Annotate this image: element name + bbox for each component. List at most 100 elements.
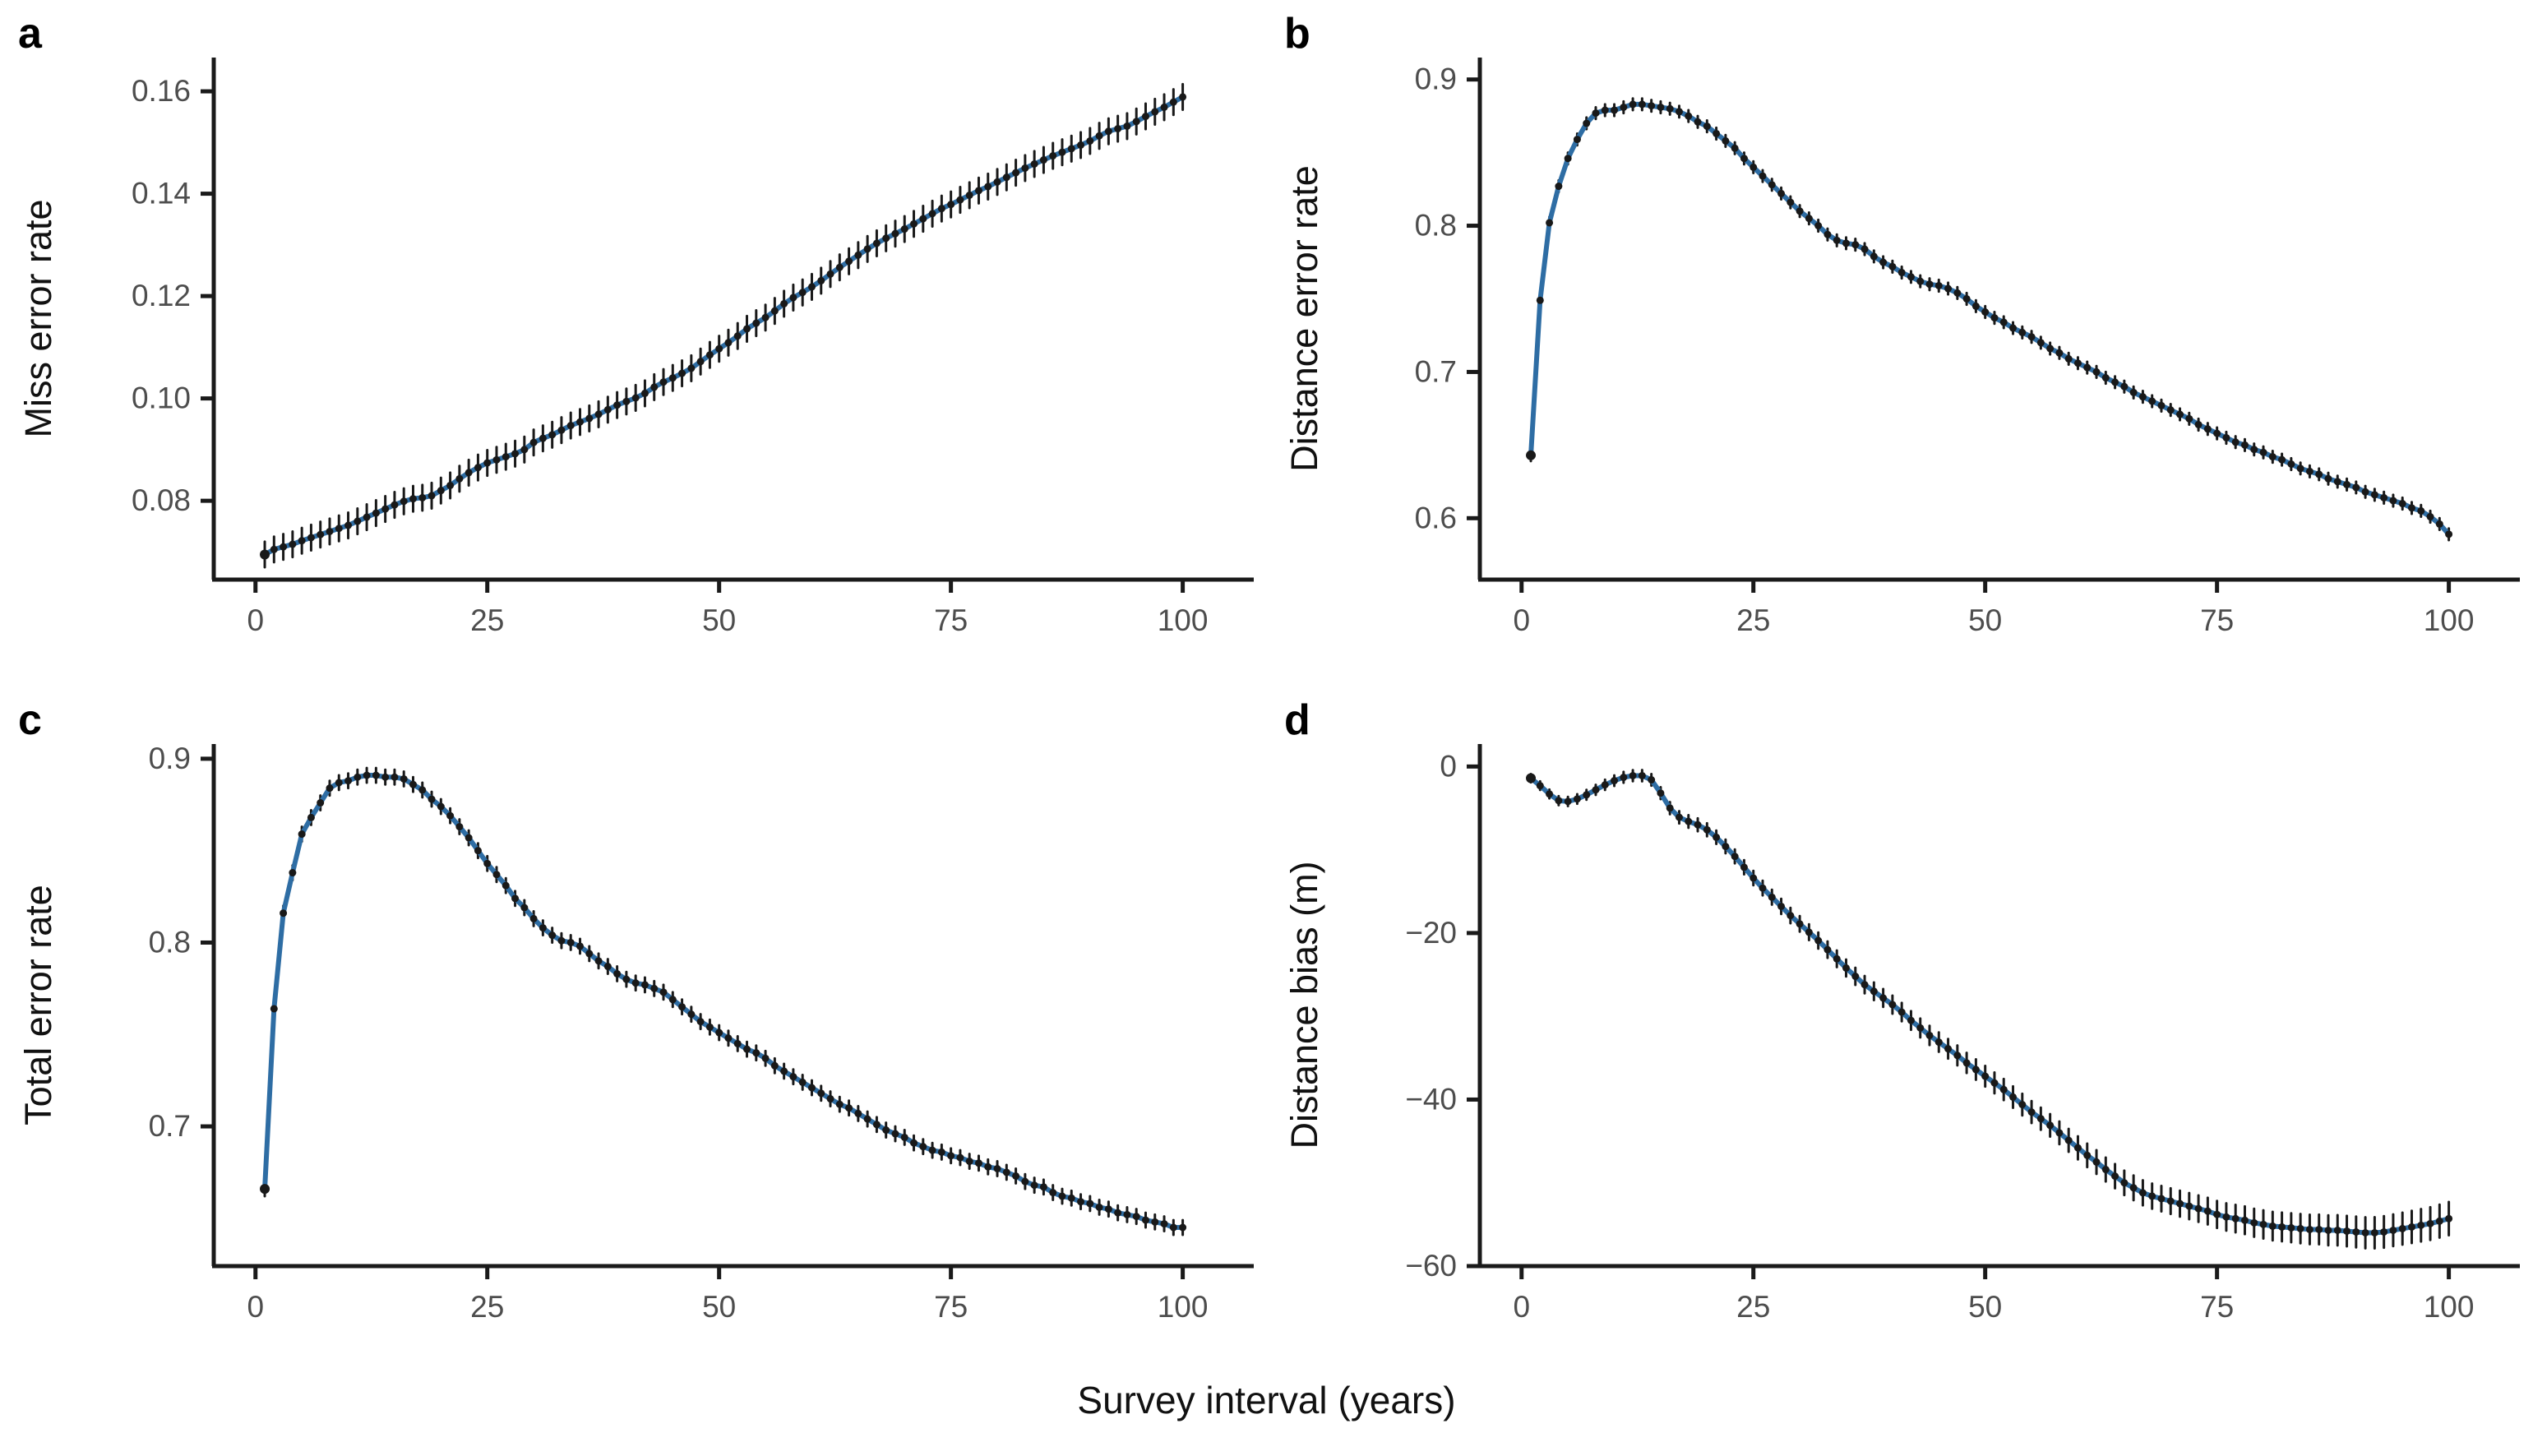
data-point — [2018, 328, 2027, 336]
data-point — [956, 1153, 964, 1162]
data-point — [2398, 500, 2406, 508]
data-point — [807, 283, 816, 291]
data-point — [2250, 1218, 2258, 1227]
data-points — [1526, 100, 2453, 538]
data-point — [2305, 1225, 2313, 1233]
data-point — [2064, 1136, 2073, 1144]
data-point — [1657, 789, 1665, 797]
x-tick-label: 100 — [1158, 1290, 1209, 1324]
data-point — [1870, 987, 1878, 996]
data-point — [298, 830, 306, 839]
data-point — [1944, 284, 1953, 293]
data-point — [260, 549, 270, 560]
data-point — [1888, 1001, 1897, 1009]
data-point — [1564, 155, 1572, 163]
data-point — [687, 364, 696, 372]
data-point — [326, 784, 334, 793]
data-point — [919, 1143, 927, 1151]
data-point — [1953, 1052, 1962, 1060]
y-tick-label: 0.6 — [1415, 501, 1457, 534]
data-point — [381, 773, 390, 781]
x-tick-label: 25 — [470, 603, 504, 637]
panel-d-distance-bias: 0 −20 −40 −60 0 25 50 75 100 Distance bias (m) d — [1266, 686, 2533, 1373]
data-point — [2222, 1213, 2230, 1221]
data-point — [882, 234, 890, 243]
data-point — [2073, 1144, 2082, 1152]
data-point — [1777, 902, 1786, 910]
data-point — [418, 493, 427, 502]
x-tick-label: 100 — [1158, 603, 1209, 637]
data-point — [1842, 964, 1851, 972]
data-point — [409, 780, 417, 788]
data-point — [2083, 1151, 2092, 1159]
y-axis-label: Distance error rate — [1283, 165, 1325, 472]
data-point — [2417, 506, 2425, 515]
data-point — [400, 774, 408, 783]
data-point — [446, 481, 455, 489]
data-point — [1546, 790, 1554, 798]
data-point — [1971, 1065, 1980, 1074]
data-point — [947, 201, 955, 209]
data-point — [2407, 504, 2415, 512]
data-point — [1123, 122, 1131, 130]
data-point — [1685, 112, 1693, 120]
data-point — [1805, 928, 1813, 936]
data-point — [270, 1005, 278, 1013]
data-point — [1601, 781, 1609, 789]
data-point — [2166, 1197, 2175, 1205]
data-point — [289, 869, 297, 877]
y-tick-label: 0.08 — [132, 483, 191, 517]
data-point — [2296, 1224, 2304, 1232]
data-point — [863, 1115, 871, 1123]
data-point — [428, 795, 436, 803]
data-point — [965, 1158, 973, 1166]
data-point — [1897, 1008, 1906, 1016]
data-point — [1104, 127, 1112, 136]
data-point — [659, 378, 668, 386]
data-point — [1944, 1045, 1953, 1053]
data-point — [1833, 954, 1841, 963]
data-point — [2445, 530, 2453, 538]
data-point — [1787, 198, 1795, 206]
data-point — [2278, 1223, 2286, 1231]
data-point — [789, 294, 797, 302]
x-tick-label: 75 — [934, 1290, 968, 1324]
data-point — [1114, 1209, 1122, 1217]
data-point — [1694, 820, 1702, 829]
data-point — [993, 1164, 1001, 1172]
data-point — [2287, 460, 2295, 468]
data-point — [2370, 1228, 2378, 1236]
data-point — [1750, 874, 1758, 882]
data-point — [2111, 378, 2119, 386]
data-point — [2046, 344, 2055, 353]
data-point — [1713, 833, 1721, 841]
data-point — [381, 505, 390, 513]
data-point — [474, 464, 482, 472]
data-point — [603, 963, 612, 971]
data-point — [1638, 771, 1646, 779]
data-point — [2380, 1227, 2388, 1236]
data-point — [492, 871, 501, 879]
data-point — [743, 1045, 751, 1053]
chart-a: 0.08 0.10 0.12 0.14 0.16 0 25 50 75 100 Miss error… — [17, 10, 1254, 637]
data-point — [1039, 156, 1047, 164]
data-point — [1620, 774, 1628, 782]
data-point — [2055, 1129, 2064, 1137]
data-point — [1601, 106, 1609, 114]
data-point — [1860, 981, 1869, 989]
data-point — [1169, 98, 1177, 106]
x-tick-label: 0 — [247, 1290, 264, 1324]
data-point — [603, 405, 612, 414]
data-point — [613, 401, 622, 409]
data-point — [2333, 1226, 2341, 1234]
data-point — [492, 455, 501, 464]
data-point — [372, 771, 380, 779]
data-point — [1132, 118, 1140, 126]
data-point — [363, 513, 371, 521]
data-point — [1629, 100, 1637, 109]
error-bars — [1529, 769, 2451, 1250]
data-point — [761, 313, 770, 321]
data-point — [2315, 1225, 2323, 1233]
data-point — [622, 975, 631, 983]
x-tick-label: 50 — [1968, 603, 2002, 637]
